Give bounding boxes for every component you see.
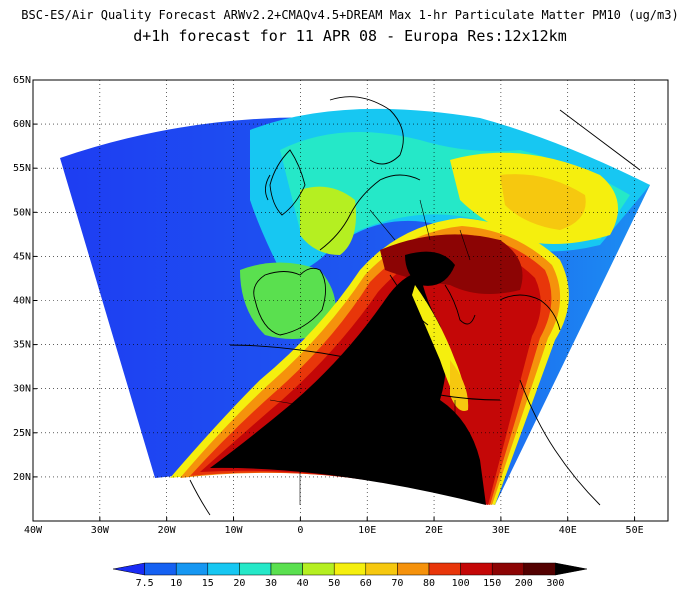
colorbar-swatch bbox=[460, 562, 493, 576]
colorbar-swatch bbox=[302, 562, 335, 576]
colorbar-swatch bbox=[428, 562, 461, 576]
borders bbox=[269, 199, 471, 505]
lat-label: 55N bbox=[13, 163, 31, 174]
lon-label: 20E bbox=[425, 525, 443, 536]
colorbar-swatch bbox=[365, 562, 398, 576]
lat-label: 30N bbox=[13, 384, 31, 395]
colorbar-label: 50 bbox=[328, 578, 340, 589]
lat-label: 50N bbox=[13, 207, 31, 218]
lon-label: 40W bbox=[24, 525, 43, 536]
longitude-labels: 40W 30W 20W 10W 0 10E 20E 30E 40E 50E bbox=[24, 517, 644, 536]
lon-label: 0 bbox=[297, 525, 303, 536]
colorbar-swatch bbox=[491, 562, 525, 576]
graticule bbox=[33, 80, 668, 521]
pm10-field bbox=[60, 108, 650, 506]
lat-label: 60N bbox=[13, 119, 31, 130]
colorbar-label: 150 bbox=[483, 578, 501, 589]
lat-label: 20N bbox=[13, 472, 31, 483]
colorbar-label: 70 bbox=[391, 578, 403, 589]
colorbar-label: 10 bbox=[170, 578, 182, 589]
lon-label: 50E bbox=[626, 525, 644, 536]
lon-label: 30W bbox=[91, 525, 110, 536]
colorbar-label: 7.5 bbox=[136, 578, 154, 589]
colorbar: 7.5 10 15 20 30 40 50 60 70 80 100 150 200 300 bbox=[112, 562, 588, 589]
colorbar-label: 60 bbox=[360, 578, 372, 589]
colorbar-swatch bbox=[333, 562, 367, 576]
lat-label: 40N bbox=[13, 296, 31, 307]
colorbar-label: 100 bbox=[452, 578, 470, 589]
colorbar-swatch bbox=[270, 562, 303, 576]
colorbar-swatch bbox=[175, 562, 209, 576]
colorbar-label: 300 bbox=[546, 578, 564, 589]
lat-label: 45N bbox=[13, 251, 31, 262]
colorbar-swatch bbox=[144, 562, 177, 576]
colorbar-label: 30 bbox=[265, 578, 277, 589]
lat-label: 25N bbox=[13, 428, 31, 439]
colorbar-label: 80 bbox=[423, 578, 435, 589]
map-subtitle: d+1h forecast for 11 APR 08 - Europa Res… bbox=[133, 27, 567, 45]
colorbar-swatch bbox=[207, 562, 240, 576]
lat-label: 65N bbox=[13, 75, 31, 86]
map-title: BSC-ES/Air Quality Forecast ARWv2.2+CMAQ… bbox=[21, 8, 679, 22]
colorbar-swatch bbox=[523, 562, 556, 576]
latitude-labels: 65N 60N 55N 50N 45N 40N 35N 30N 25N 20N bbox=[13, 75, 37, 483]
colorbar-swatch bbox=[112, 562, 145, 576]
colorbar-swatch bbox=[555, 562, 588, 576]
colorbar-label: 15 bbox=[202, 578, 214, 589]
colorbar-swatch bbox=[397, 562, 430, 576]
colorbar-swatch bbox=[239, 562, 272, 576]
lon-label: 10W bbox=[224, 525, 243, 536]
coastlines bbox=[189, 96, 641, 516]
lon-label: 40E bbox=[559, 525, 577, 536]
lon-label: 20W bbox=[158, 525, 177, 536]
lat-label: 35N bbox=[13, 340, 31, 351]
colorbar-label: 200 bbox=[515, 578, 533, 589]
colorbar-label: 40 bbox=[297, 578, 309, 589]
lon-label: 30E bbox=[492, 525, 510, 536]
colorbar-label: 20 bbox=[233, 578, 245, 589]
lon-label: 10E bbox=[358, 525, 376, 536]
